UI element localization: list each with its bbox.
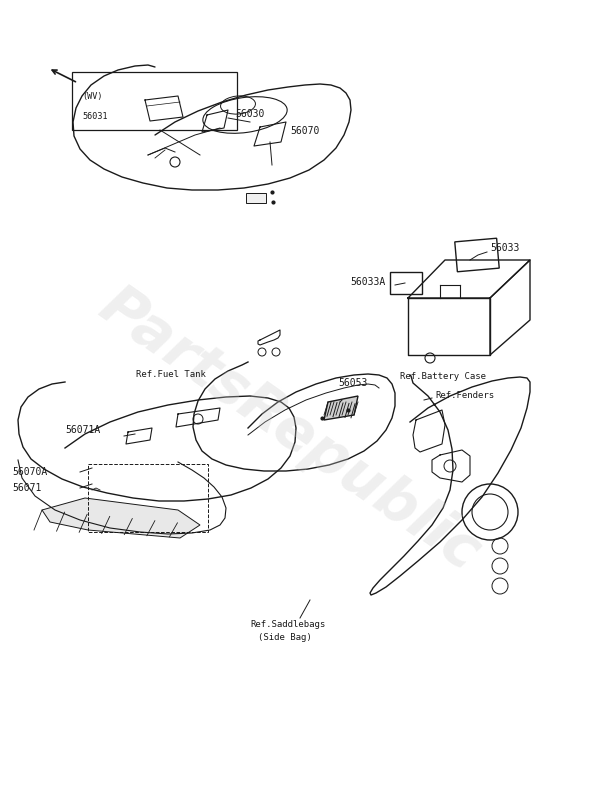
Bar bbox=[246, 193, 266, 203]
Text: (Side Bag): (Side Bag) bbox=[258, 633, 312, 642]
Text: Ref.Fenders: Ref.Fenders bbox=[435, 391, 494, 400]
Text: Ref.Fuel Tank: Ref.Fuel Tank bbox=[136, 370, 206, 379]
Text: 56033: 56033 bbox=[490, 243, 519, 253]
Text: 56070A: 56070A bbox=[12, 467, 47, 477]
Text: PartsRepublic: PartsRepublic bbox=[89, 277, 491, 582]
Text: (WV): (WV) bbox=[82, 92, 102, 101]
Text: 56071: 56071 bbox=[12, 483, 41, 493]
Bar bbox=[390, 272, 422, 294]
Bar bbox=[72, 72, 237, 130]
Polygon shape bbox=[42, 498, 200, 538]
Text: 56053: 56053 bbox=[338, 378, 368, 388]
Polygon shape bbox=[324, 396, 358, 420]
Bar bbox=[88, 464, 208, 532]
Text: 56071A: 56071A bbox=[65, 425, 100, 435]
Text: Ref.Battery Case: Ref.Battery Case bbox=[400, 372, 486, 381]
Bar bbox=[455, 238, 499, 272]
Text: Ref.Saddlebags: Ref.Saddlebags bbox=[250, 620, 325, 629]
Text: 56031: 56031 bbox=[82, 112, 108, 121]
Text: 56030: 56030 bbox=[235, 109, 264, 119]
Text: 56033A: 56033A bbox=[350, 277, 385, 287]
Text: 56070: 56070 bbox=[290, 126, 319, 136]
